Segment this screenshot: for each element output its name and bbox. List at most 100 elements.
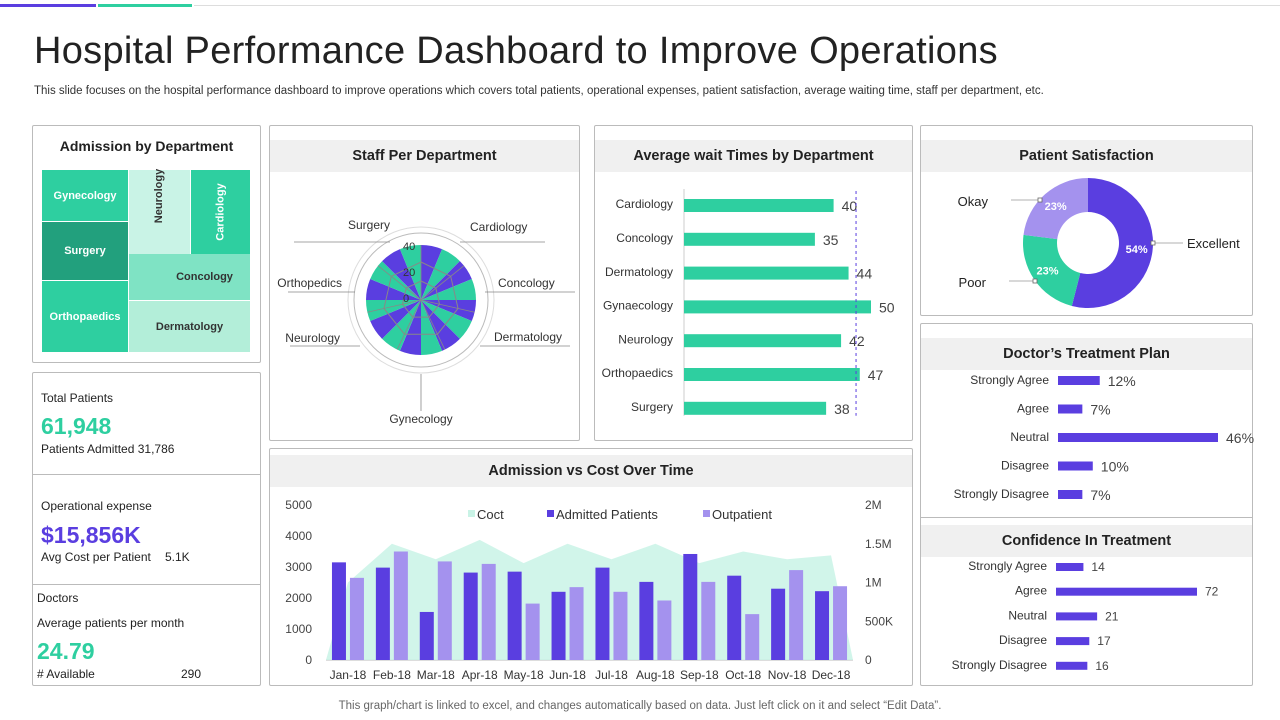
satisfaction-panel: Patient Satisfaction 54% 23% 23% Excellent P…	[920, 125, 1253, 316]
treatment-value-label: 7%	[1090, 487, 1110, 503]
radar-axis	[420, 299, 446, 350]
bar-outpatient	[349, 577, 364, 660]
x-tick-label: Jul-18	[595, 668, 628, 682]
y2-tick-label: 500K	[865, 614, 893, 628]
wait-bar	[684, 266, 849, 280]
bar-admitted-patients	[551, 591, 566, 660]
y-tick-label: 4000	[285, 529, 312, 543]
confidence-title: Confidence In Treatment	[921, 525, 1252, 557]
wait-value-label: 50	[879, 299, 895, 315]
legend-label: Admitted Patients	[556, 507, 658, 522]
wait-category-label: Orthopaedics	[602, 366, 673, 380]
confidence-bar	[1056, 661, 1088, 670]
admission-cost-title: Admission vs Cost Over Time	[270, 455, 912, 487]
wait-bar	[684, 300, 871, 314]
confidence-value-label: 16	[1095, 659, 1109, 673]
confidence-category-label: Strongly Agree	[968, 559, 1047, 573]
confidence-bar	[1056, 587, 1197, 596]
bar-admitted-patients	[419, 611, 434, 660]
radar-segment	[421, 300, 472, 339]
admission-cost-panel: Admission vs Cost Over Time 5000 4000 3000…	[269, 448, 913, 686]
wait-value-label: 40	[842, 198, 858, 214]
page-title: Hospital Performance Dashboard to Improv…	[34, 30, 998, 72]
page-subtitle: This slide focuses on the hospital perfo…	[34, 85, 1044, 97]
admission-cost-chart: 5000 4000 3000 2000 1000 0 2M 1.5M 1M 500K 0 Jan-18…	[285, 498, 893, 682]
bar-outpatient	[833, 586, 848, 660]
confidence-value-label: 14	[1091, 560, 1105, 574]
patients-admitted: Patients Admitted 31,786	[41, 442, 175, 456]
wait-bar	[684, 199, 834, 212]
bar-admitted-patients	[507, 571, 522, 660]
satisfaction-title: Patient Satisfaction	[921, 140, 1252, 172]
treatment-title: Doctor’s Treatment Plan	[921, 338, 1252, 370]
x-tick-label: Dec-18	[812, 668, 851, 682]
treatment-value-label: 46%	[1226, 430, 1254, 446]
y-tick-label: 3000	[285, 560, 312, 574]
treatment-bar	[1058, 461, 1093, 471]
bar-admitted-patients	[463, 572, 478, 660]
wait-value-label: 38	[834, 401, 850, 417]
radar-segment	[370, 300, 421, 339]
radar-outer-ring	[347, 226, 495, 374]
x-tick-label: May-18	[504, 668, 544, 682]
wait-bar	[684, 368, 860, 381]
treatment-value-label: 12%	[1108, 373, 1136, 389]
treemap-cell-surgery: Surgery	[42, 222, 128, 280]
radar-segment	[421, 300, 443, 355]
donut-percent-label: 54%	[1126, 244, 1148, 256]
op-expense-value: $15,856K	[41, 522, 141, 548]
radar-tick-label: 40	[403, 241, 415, 253]
treemap-cell-cardiology: Cardiology	[191, 170, 250, 254]
treatment-bar	[1058, 376, 1100, 385]
bar-admitted-patients	[375, 567, 390, 660]
wait-value-label: 35	[823, 232, 839, 248]
avg-patients-value: 24.79	[37, 638, 95, 664]
admission-by-department-panel: Admission by Department Gynecology Neuro…	[32, 125, 261, 363]
legend-swatch	[703, 510, 710, 517]
treemap-cell-concology: Concology	[129, 254, 250, 300]
treatment-category-label: Strongly Disagree	[954, 487, 1050, 501]
legend-swatch	[547, 510, 554, 517]
wait-category-label: Surgery	[631, 400, 673, 414]
staff-title: Staff Per Department	[270, 140, 579, 172]
total-patients-label: Total Patients	[41, 391, 114, 405]
x-tick-label: Oct-18	[725, 668, 761, 682]
treatment-category-label: Disagree	[1001, 459, 1049, 473]
wait-category-label: Gynaecology	[603, 299, 673, 313]
radar-tick-label: 0	[403, 293, 409, 305]
x-tick-label: Sep-18	[680, 668, 719, 682]
radar-segment	[421, 278, 476, 300]
admission-title: Admission by Department	[59, 138, 234, 154]
wait-value-label: 44	[857, 266, 873, 282]
radar-segment	[421, 300, 460, 351]
radar-axis	[420, 265, 465, 301]
x-tick-label: Apr-18	[462, 668, 498, 682]
y2-tick-label: 0	[865, 653, 872, 667]
avg-cost-value: 5.1K	[165, 550, 190, 564]
radar-inner-ring	[353, 232, 489, 368]
wait-times-panel: Average wait Times by Department Cardiol…	[594, 125, 913, 441]
x-tick-label: Jun-18	[549, 668, 586, 682]
bar-outpatient	[701, 581, 716, 660]
radar-segment	[421, 300, 476, 322]
radar-category-label: Orthopedics	[277, 276, 342, 290]
radar-category-label: Concology	[498, 276, 555, 290]
bar-admitted-patients	[815, 591, 830, 660]
wait-times-chart: Cardiology 40 Concology 35 Dermatology 44 Gyna…	[602, 189, 895, 417]
available-value: 290	[181, 667, 202, 681]
bar-outpatient	[569, 587, 584, 660]
radar-category-label: Surgery	[348, 218, 390, 232]
bar-outpatient	[745, 614, 760, 660]
treatment-bar	[1058, 433, 1218, 442]
satisfaction-donut-chart: 54% 23% 23% Excellent Poor Okay	[958, 178, 1240, 308]
legend-label: Outpatient	[712, 507, 772, 522]
staff-panel: Staff Per Department 40 20 0 Surgery Cardiol…	[269, 125, 580, 441]
wait-bar	[684, 401, 827, 415]
radar-axis	[420, 299, 475, 313]
wait-category-label: Dermatology	[605, 265, 673, 279]
total-patients-value: 61,948	[41, 413, 112, 439]
radar-category-label: Gynecology	[389, 412, 452, 426]
treatment-bar	[1058, 490, 1083, 499]
radar-axis	[377, 265, 422, 301]
radar-axis	[396, 299, 422, 350]
